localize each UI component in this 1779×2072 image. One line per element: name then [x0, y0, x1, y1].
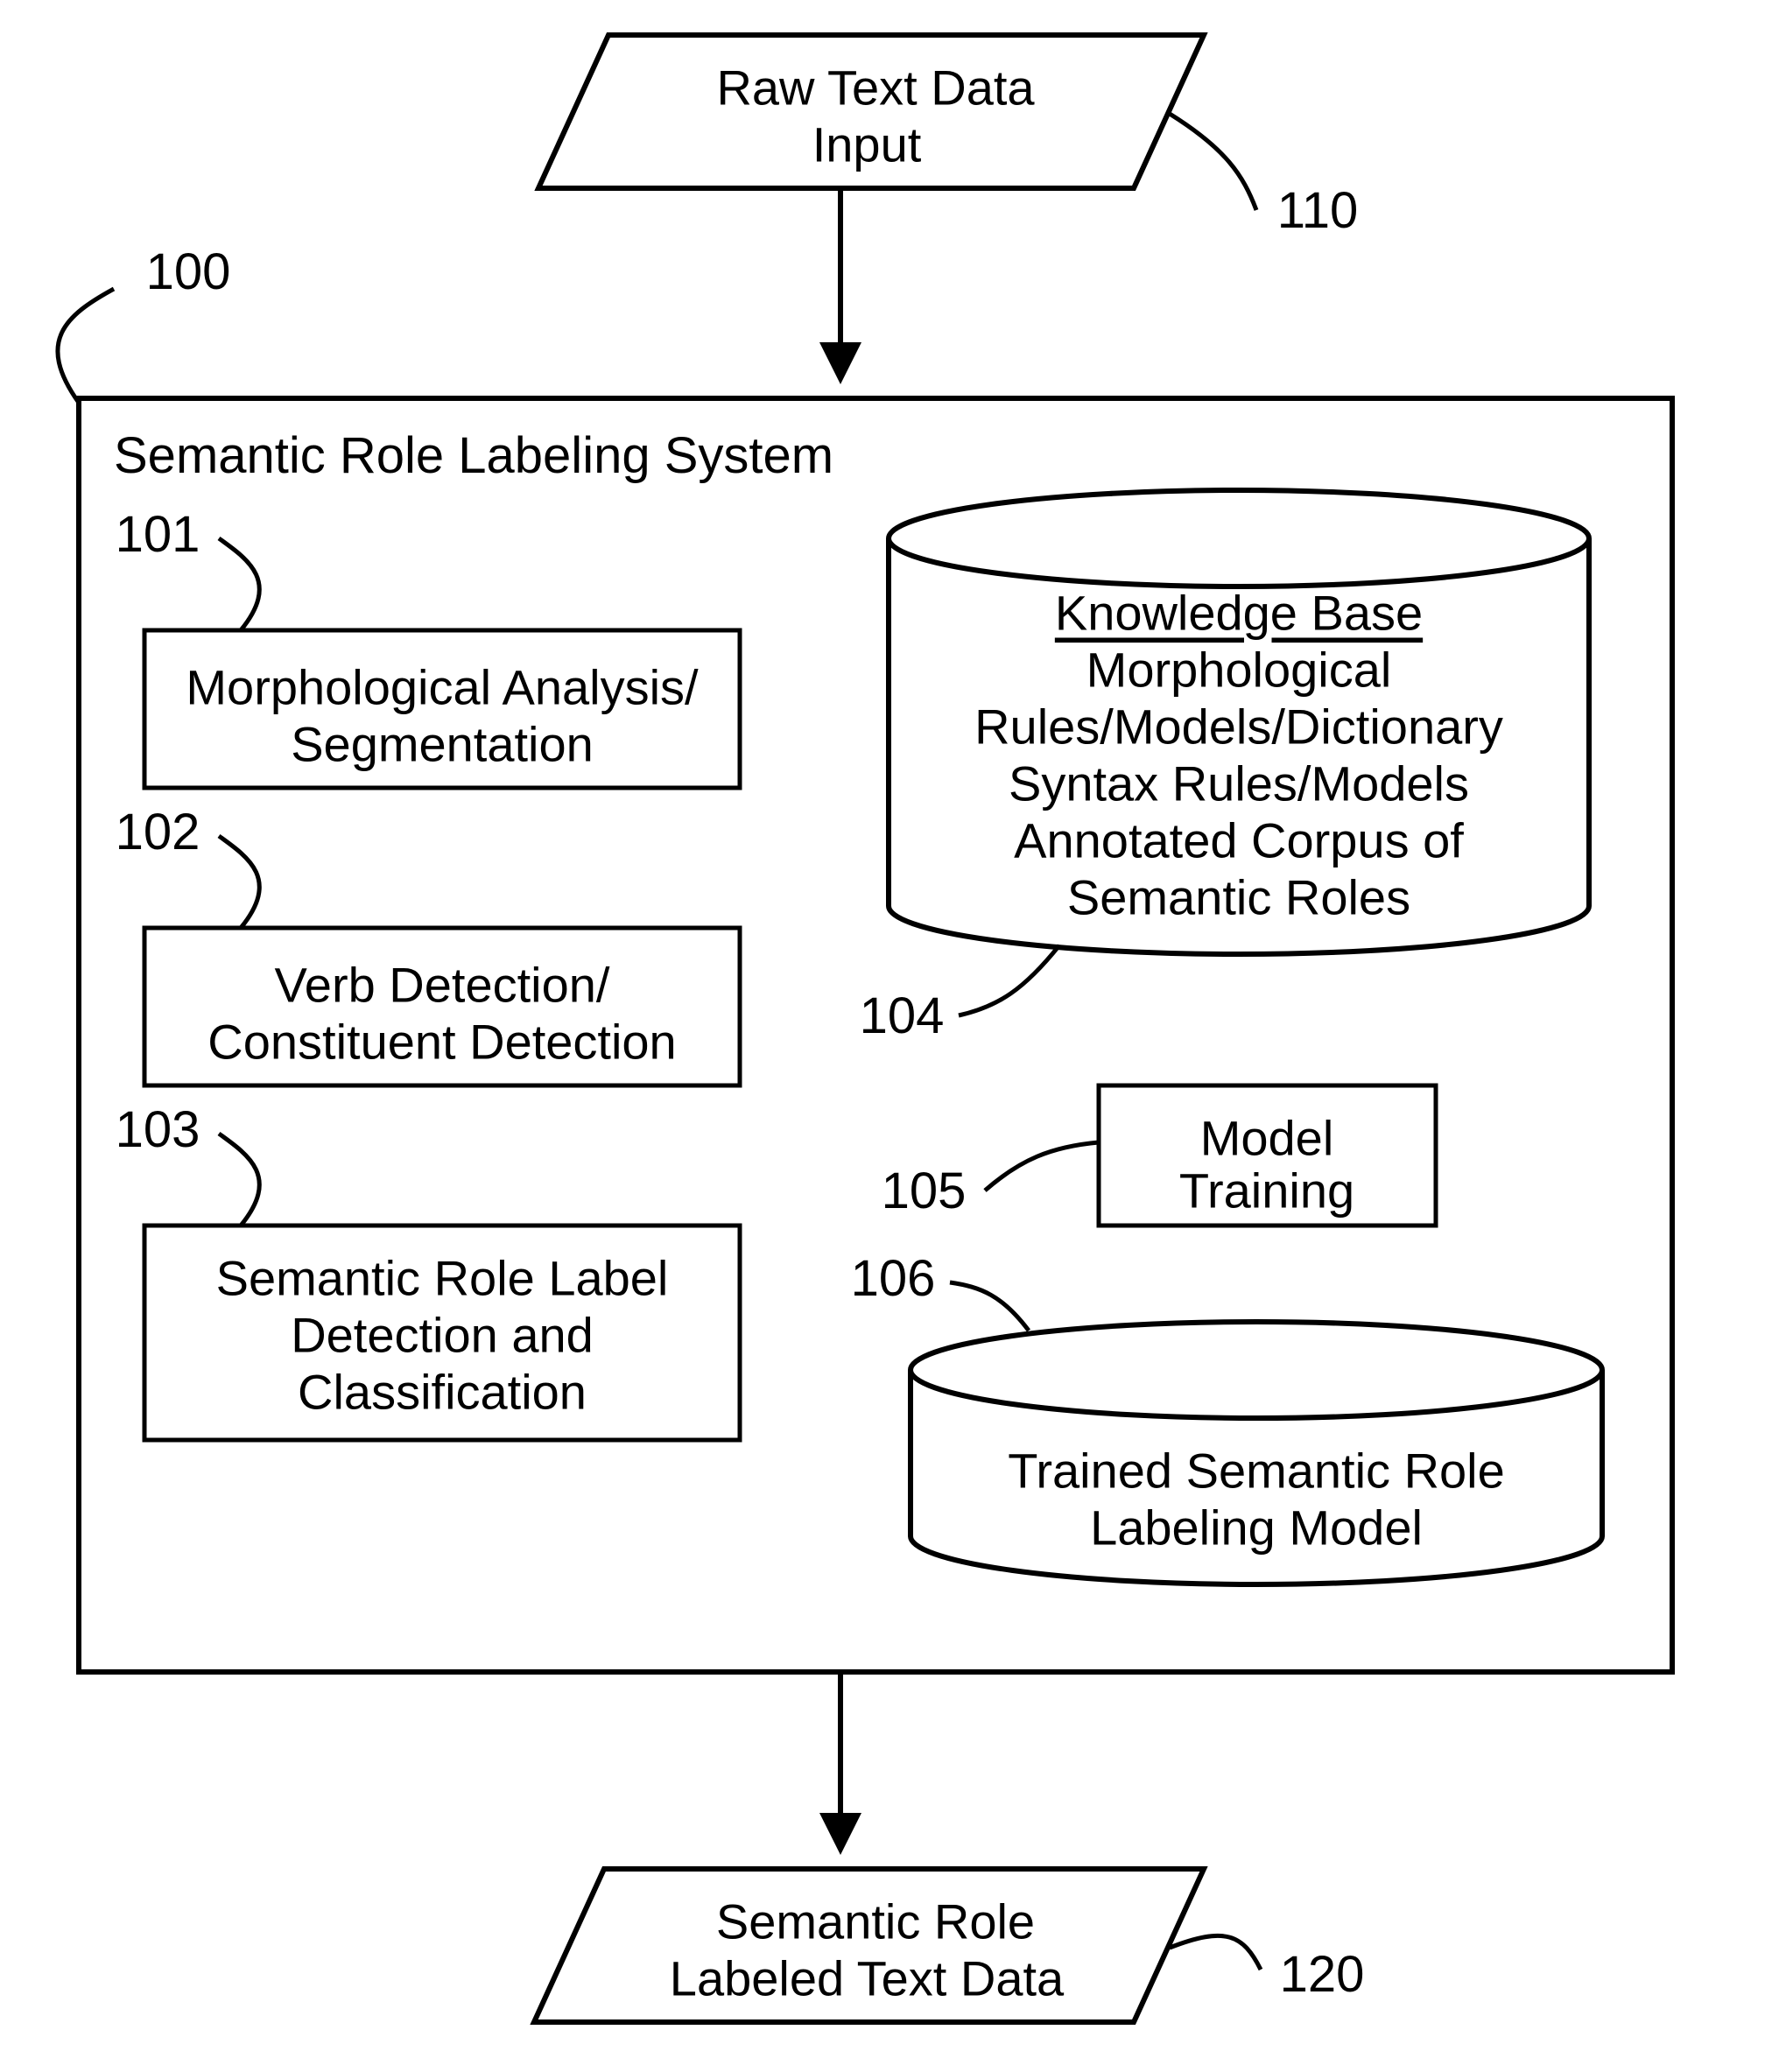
kb-line2: Rules/Models/Dictionary — [974, 699, 1503, 755]
refnum-105: 105 — [882, 1142, 1099, 1219]
kb-line4: Annotated Corpus of — [1014, 813, 1464, 868]
refnum-101: 101 — [116, 506, 260, 630]
refnum-120-text: 120 — [1280, 1946, 1365, 2003]
box-101: Morphological Analysis/ Segmentation — [144, 630, 740, 788]
box105-line2: Training — [1179, 1163, 1354, 1219]
trained-model-cylinder: Trained Semantic Role Labeling Model — [911, 1322, 1602, 1584]
refnum-103: 103 — [116, 1101, 260, 1226]
model-line2: Labeling Model — [1090, 1500, 1423, 1556]
system-title: Semantic Role Labeling System — [114, 427, 833, 484]
box101-line2: Segmentation — [291, 717, 594, 772]
box-105: Model Training — [1099, 1085, 1436, 1226]
box102-line2: Constituent Detection — [207, 1015, 676, 1070]
output-parallelogram: Semantic Role Labeled Text Data — [534, 1869, 1204, 2022]
box102-line1: Verb Detection/ — [275, 958, 610, 1013]
input-parallelogram: Raw Text Data Input — [538, 35, 1204, 188]
refnum-106-text: 106 — [851, 1250, 936, 1307]
kb-line3: Syntax Rules/Models — [1009, 756, 1469, 811]
box-103: Semantic Role Label Detection and Classi… — [144, 1226, 740, 1440]
model-line1: Trained Semantic Role — [1008, 1443, 1505, 1499]
refnum-104-text: 104 — [860, 987, 945, 1044]
refnum-106: 106 — [851, 1250, 1029, 1331]
output-line2: Labeled Text Data — [670, 1951, 1065, 2006]
refnum-100-text: 100 — [146, 243, 231, 300]
refnum-104: 104 — [860, 945, 1059, 1044]
box-102: Verb Detection/ Constituent Detection — [144, 928, 740, 1085]
input-line2: Input — [812, 117, 922, 172]
refnum-101-text: 101 — [116, 506, 200, 563]
box103-line2: Detection and — [291, 1308, 594, 1363]
kb-title: Knowledge Base — [1055, 586, 1423, 641]
knowledge-base-cylinder: Knowledge Base Morphological Rules/Model… — [889, 490, 1589, 954]
box101-line1: Morphological Analysis/ — [186, 660, 699, 715]
refnum-105-text: 105 — [882, 1162, 967, 1219]
box103-line3: Classification — [298, 1365, 587, 1420]
kb-line1: Morphological — [1086, 643, 1392, 698]
refnum-110-text: 110 — [1277, 182, 1358, 239]
refnum-120: 120 — [1170, 1935, 1364, 2003]
box103-line1: Semantic Role Label — [216, 1251, 669, 1306]
refnum-102-text: 102 — [116, 804, 200, 860]
box105-line1: Model — [1200, 1111, 1334, 1166]
refnum-110: 110 — [1170, 114, 1358, 239]
refnum-102: 102 — [116, 804, 260, 928]
kb-line5: Semantic Roles — [1067, 870, 1410, 925]
output-line1: Semantic Role — [716, 1894, 1035, 1949]
refnum-100: 100 — [58, 243, 230, 403]
refnum-103-text: 103 — [116, 1101, 200, 1158]
input-line1: Raw Text Data — [716, 60, 1035, 116]
